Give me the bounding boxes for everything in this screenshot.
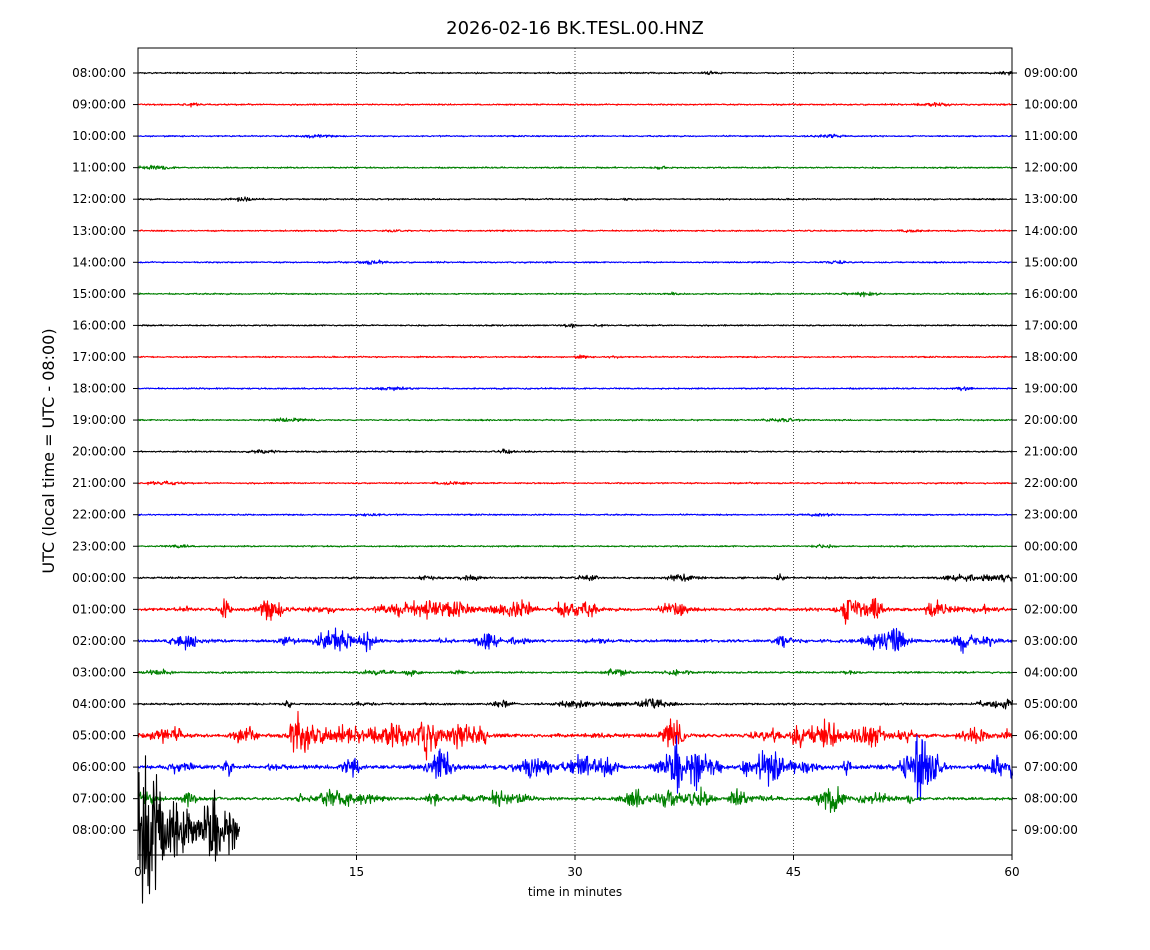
trace-4 [137,196,1013,203]
y-tick-label-right: 05:00:00 [1024,697,1078,711]
traces-group [137,70,1014,904]
y-tick-label-right: 21:00:00 [1024,445,1078,459]
y-tick-label-right: 14:00:00 [1024,224,1078,238]
x-axis-label: time in minutes [528,885,622,899]
y-tick-label-right: 03:00:00 [1024,634,1078,648]
y-tick-label-left: 12:00:00 [72,192,126,206]
trace-22 [137,734,1014,801]
x-ticks: 0 15 30 45 60 [134,855,1020,879]
y-tick-label-left: 00:00:00 [72,571,126,585]
y-tick-label-left: 10:00:00 [72,129,126,143]
left-y-ticks: 08:00:00 09:00:00 10:00:00 11:00:00 12:00:00… [72,66,138,837]
y-tick-label-left: 01:00:00 [72,602,126,616]
y-tick-label-right: 20:00:00 [1024,413,1078,427]
trace-14 [137,512,1013,517]
x-tick-label: 45 [786,865,801,879]
trace-2 [137,133,1013,139]
y-tick-label-right: 23:00:00 [1024,508,1078,522]
y-tick-label-right: 08:00:00 [1024,792,1078,806]
y-tick-label-right: 13:00:00 [1024,192,1078,206]
vertical-gridlines [356,48,794,855]
trace-16 [137,573,1013,583]
y-tick-label-right: 17:00:00 [1024,318,1078,332]
y-axis-label: UTC (local time = UTC - 08:00) [39,328,58,573]
x-tick-label: 15 [349,865,364,879]
trace-24 [137,755,241,904]
y-tick-label-left: 03:00:00 [72,665,126,679]
y-tick-label-right: 19:00:00 [1024,382,1078,396]
y-tick-label-right: 09:00:00 [1024,823,1078,837]
y-tick-label-left: 08:00:00 [72,823,126,837]
y-tick-label-right: 18:00:00 [1024,350,1078,364]
y-tick-label-right: 09:00:00 [1024,66,1078,80]
chart-title: 2026-02-16 BK.TESL.00.HNZ [446,18,704,39]
trace-11 [137,417,1013,423]
y-tick-label-left: 14:00:00 [72,255,126,269]
trace-15 [137,543,1013,549]
y-tick-label-left: 06:00:00 [72,760,126,774]
y-tick-label-left: 02:00:00 [72,634,126,648]
trace-20 [137,698,1014,710]
trace-5 [137,229,1013,234]
y-tick-label-left: 19:00:00 [72,413,126,427]
trace-13 [137,480,1013,486]
y-tick-label-left: 11:00:00 [72,161,126,175]
y-tick-label-right: 06:00:00 [1024,729,1078,743]
trace-6 [137,259,1013,266]
y-tick-label-right: 16:00:00 [1024,287,1078,301]
trace-19 [137,668,1013,677]
y-tick-label-left: 07:00:00 [72,792,126,806]
y-tick-label-right: 10:00:00 [1024,98,1078,112]
trace-12 [137,448,1013,454]
y-tick-label-right: 00:00:00 [1024,539,1078,553]
y-tick-label-left: 22:00:00 [72,508,126,522]
x-tick-label: 60 [1004,865,1019,879]
y-tick-label-right: 02:00:00 [1024,602,1078,616]
trace-9 [137,354,1013,359]
y-tick-label-right: 11:00:00 [1024,129,1078,143]
trace-7 [137,291,1013,298]
y-tick-label-right: 04:00:00 [1024,665,1078,679]
y-tick-label-left: 09:00:00 [72,98,126,112]
y-tick-label-right: 15:00:00 [1024,255,1078,269]
y-tick-label-left: 13:00:00 [72,224,126,238]
y-tick-label-right: 01:00:00 [1024,571,1078,585]
trace-10 [137,386,1014,392]
y-tick-label-left: 05:00:00 [72,729,126,743]
y-tick-label-right: 22:00:00 [1024,476,1078,490]
y-tick-label-right: 12:00:00 [1024,161,1078,175]
y-tick-label-left: 17:00:00 [72,350,126,364]
trace-18 [137,627,1013,654]
trace-17 [137,597,1013,625]
y-tick-label-left: 08:00:00 [72,66,126,80]
trace-0 [137,70,1014,76]
y-tick-label-left: 21:00:00 [72,476,126,490]
y-tick-label-left: 23:00:00 [72,539,126,553]
x-tick-label: 0 [134,865,142,879]
trace-8 [137,323,1013,329]
y-tick-label-left: 20:00:00 [72,445,126,459]
trace-23 [137,786,1014,814]
trace-21 [137,710,1014,761]
right-y-ticks: 09:00:00 10:00:00 11:00:00 12:00:00 13:00:00… [1012,66,1078,837]
y-tick-label-left: 18:00:00 [72,382,126,396]
y-tick-label-right: 07:00:00 [1024,760,1078,774]
y-tick-label-left: 16:00:00 [72,318,126,332]
trace-1 [137,101,1013,108]
trace-3 [137,164,1013,170]
y-tick-label-left: 15:00:00 [72,287,126,301]
y-tick-label-left: 04:00:00 [72,697,126,711]
x-tick-label: 30 [567,865,582,879]
